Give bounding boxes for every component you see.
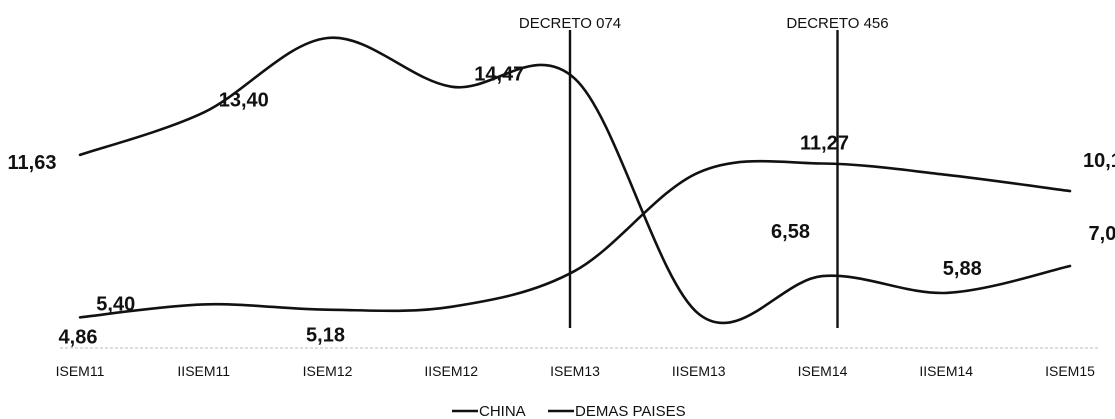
data-label: 5,40 xyxy=(96,293,135,315)
x-tick-label: ISEM15 xyxy=(1045,363,1095,379)
x-tick-label: ISEM11 xyxy=(56,363,105,379)
decree-label: DECRETO 456 xyxy=(786,15,888,32)
x-tick-label: ISEM12 xyxy=(303,363,353,379)
legend-label: CHINA xyxy=(479,403,526,419)
x-tick-label: IISEM14 xyxy=(919,363,973,379)
data-label: 11,27 xyxy=(800,133,849,155)
data-label: 14,47 xyxy=(474,64,524,86)
data-label: 5,18 xyxy=(306,325,345,347)
x-tick-label: ISEM13 xyxy=(550,363,600,379)
data-label: 6,58 xyxy=(771,221,810,243)
data-label: 10,12 xyxy=(1083,150,1115,172)
x-tick-label: ISEM14 xyxy=(798,363,848,379)
data-label: 5,88 xyxy=(943,258,982,280)
series-line-demas-paises xyxy=(78,159,1072,319)
x-tick-label: IISEM13 xyxy=(672,363,726,379)
decree-label: DECRETO 074 xyxy=(519,15,621,32)
data-label: 13,40 xyxy=(219,89,269,111)
legend-label: DEMAS PAISES xyxy=(575,403,686,419)
data-label: 11,63 xyxy=(8,152,57,174)
data-label: 4,86 xyxy=(59,326,98,348)
x-tick-label: IISEM12 xyxy=(424,363,478,379)
x-tick-label: IISEM11 xyxy=(177,363,230,379)
data-label: 7,00 xyxy=(1089,223,1115,245)
series-line-china xyxy=(78,36,1072,325)
